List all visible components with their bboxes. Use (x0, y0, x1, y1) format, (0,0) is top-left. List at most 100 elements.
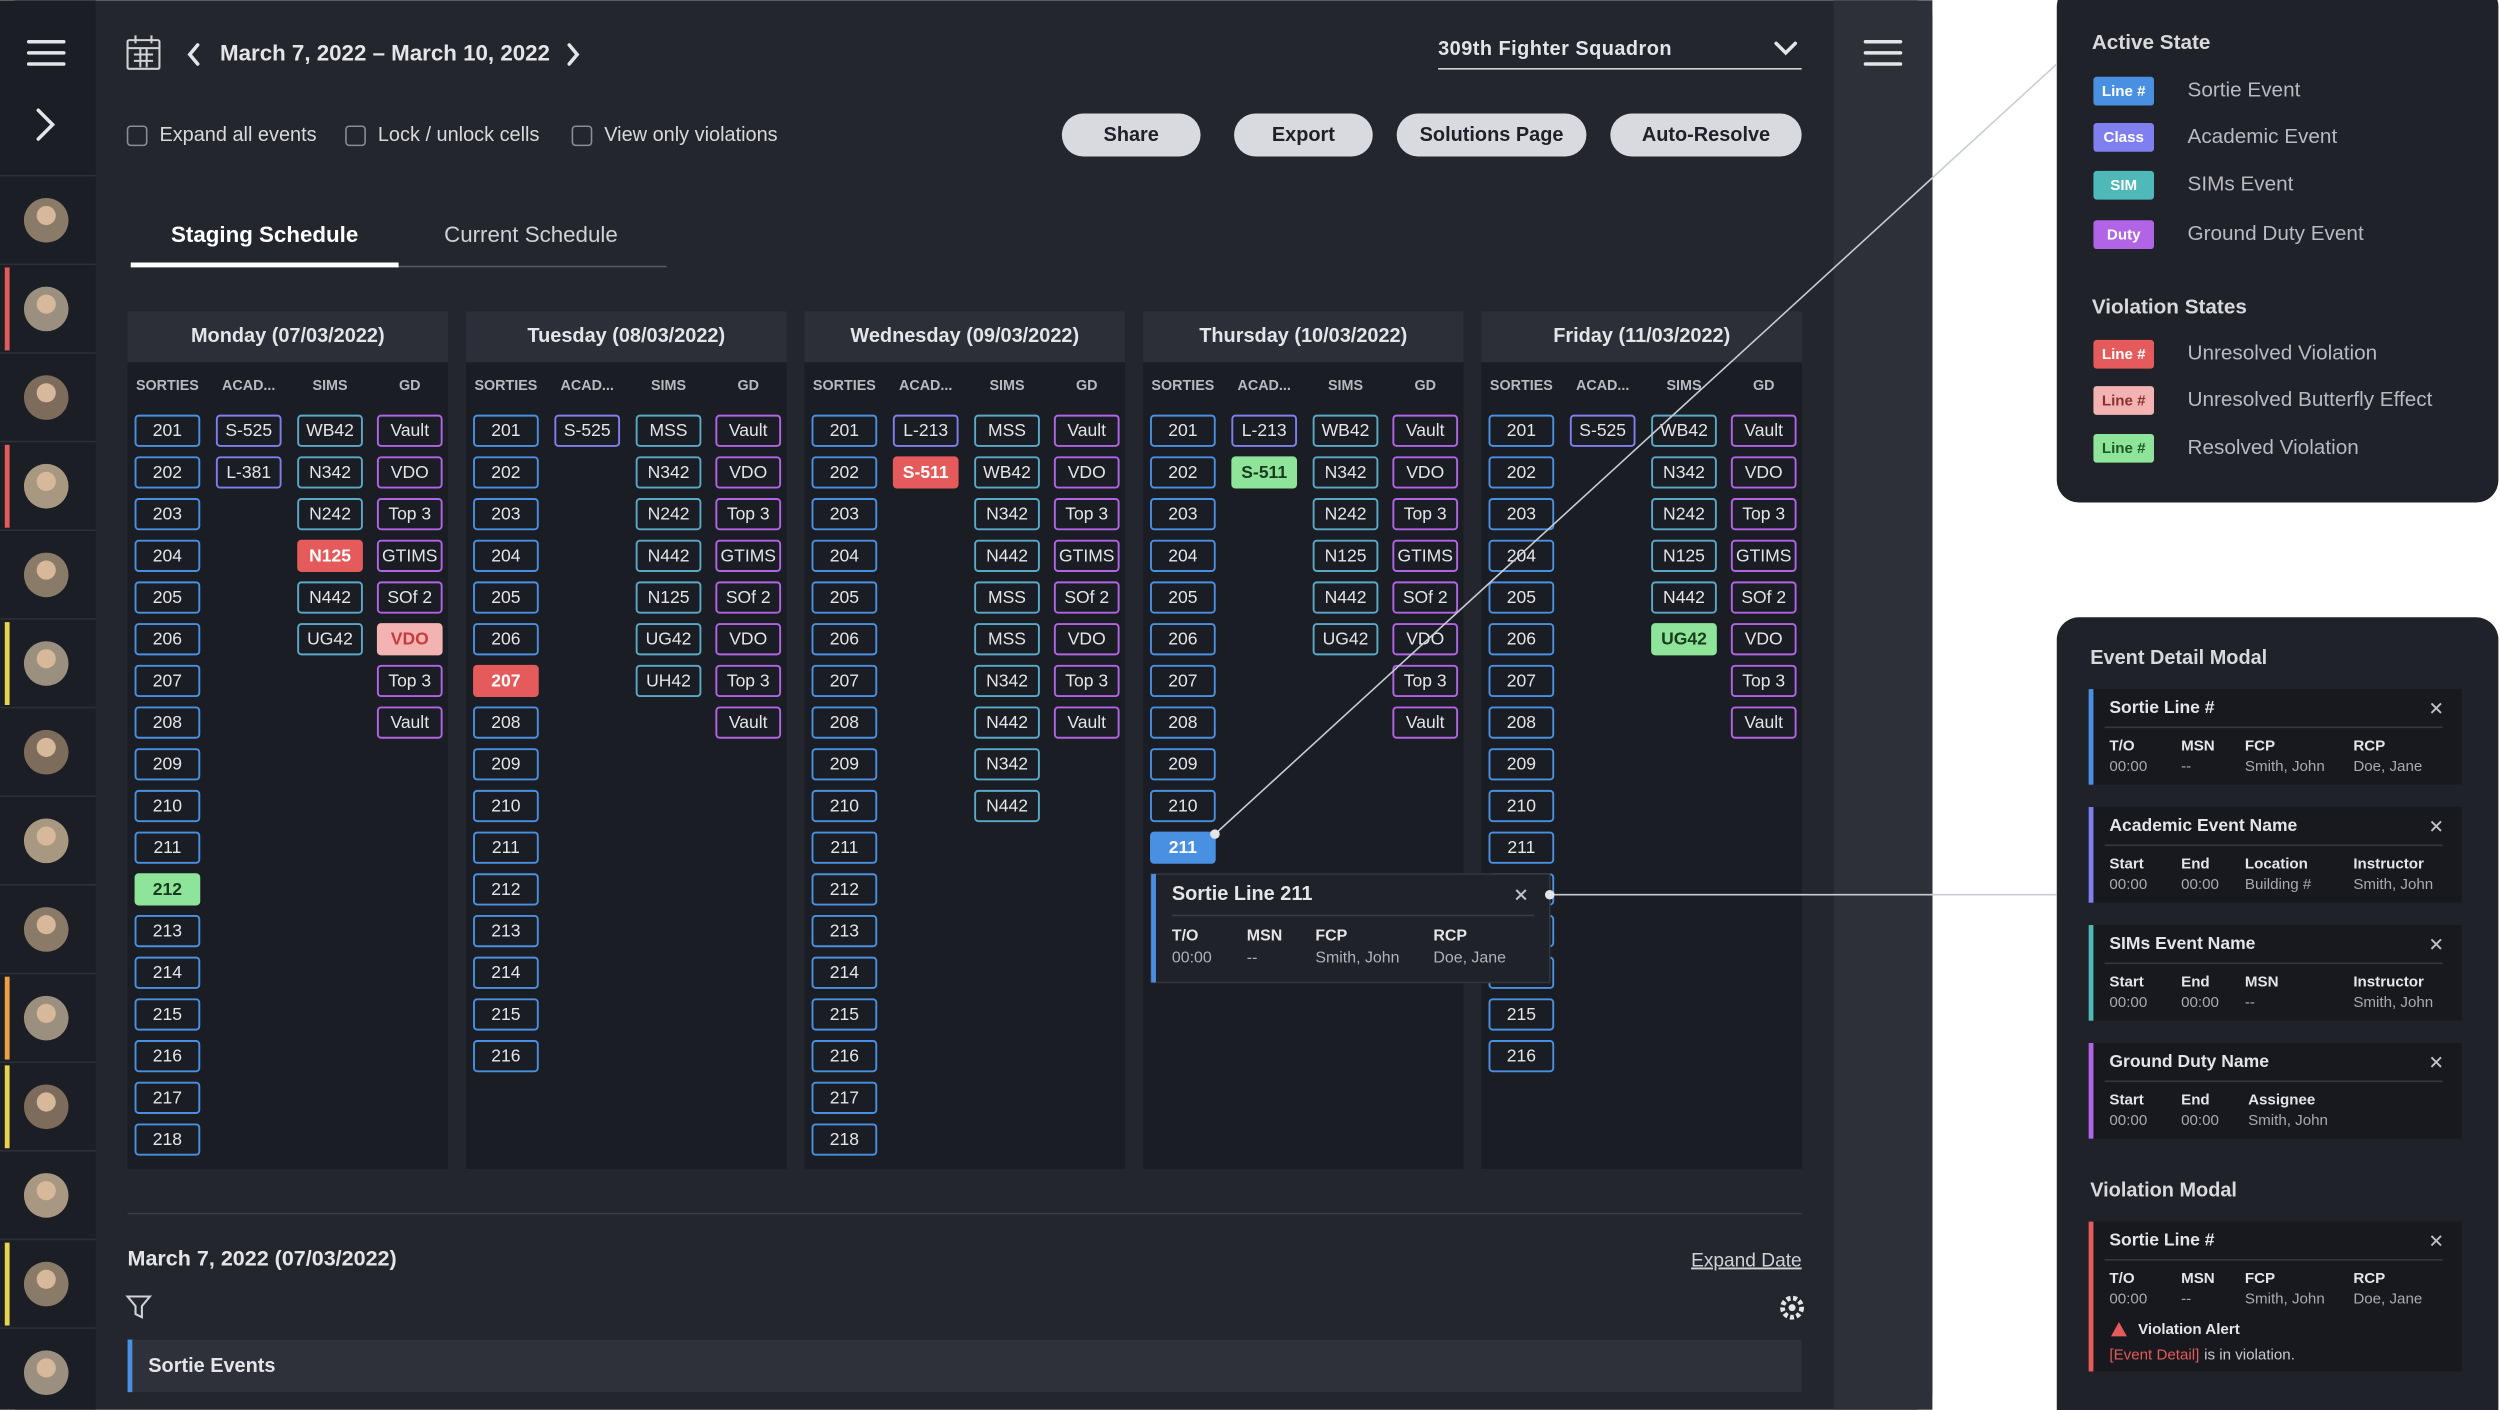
schedule-cell[interactable] (715, 414, 782, 447)
schedule-cell[interactable] (134, 414, 201, 447)
schedule-cell[interactable] (134, 748, 201, 781)
menu-icon[interactable] (1863, 39, 1903, 66)
schedule-cell[interactable] (376, 664, 443, 698)
schedule-cell[interactable] (1730, 581, 1797, 614)
schedule-cell[interactable] (134, 664, 201, 698)
schedule-cell[interactable] (1231, 456, 1298, 489)
schedule-cell[interactable] (974, 414, 1040, 447)
schedule-cell[interactable] (134, 1123, 201, 1156)
schedule-cell[interactable] (1150, 831, 1216, 864)
schedule-cell[interactable] (1488, 456, 1555, 489)
schedule-cell[interactable] (811, 498, 878, 531)
schedule-cell[interactable] (974, 498, 1040, 531)
schedule-cell[interactable] (473, 1040, 539, 1073)
button[interactable] (1396, 113, 1587, 157)
schedule-cell[interactable] (297, 623, 363, 656)
schedule-cell[interactable] (1150, 748, 1216, 781)
schedule-cell[interactable] (473, 456, 539, 489)
schedule-cell[interactable] (1150, 539, 1216, 572)
schedule-cell[interactable] (215, 414, 282, 447)
schedule-cell[interactable] (811, 539, 878, 572)
schedule-cell[interactable] (473, 789, 539, 823)
schedule-cell[interactable] (1150, 581, 1216, 614)
schedule-cell[interactable] (1730, 539, 1797, 572)
schedule-cell[interactable] (134, 956, 201, 989)
schedule-cell[interactable] (554, 414, 621, 447)
schedule-cell[interactable] (1488, 414, 1555, 447)
schedule-cell[interactable] (297, 456, 363, 489)
schedule-cell[interactable] (715, 706, 782, 739)
events-bar[interactable] (127, 1339, 1802, 1393)
schedule-cell[interactable] (974, 748, 1040, 781)
schedule-cell[interactable] (1392, 456, 1459, 489)
checkbox[interactable] (126, 125, 148, 147)
schedule-cell[interactable] (1150, 414, 1216, 447)
schedule-cell[interactable] (635, 623, 702, 656)
schedule-cell[interactable] (376, 539, 443, 572)
schedule-cell[interactable] (473, 623, 539, 656)
schedule-cell[interactable] (134, 456, 201, 489)
schedule-cell[interactable] (376, 581, 443, 614)
schedule-cell[interactable] (974, 789, 1040, 823)
schedule-cell[interactable] (473, 539, 539, 572)
schedule-cell[interactable] (1651, 414, 1717, 447)
schedule-cell[interactable] (473, 998, 539, 1031)
schedule-cell[interactable] (473, 581, 539, 614)
schedule-cell[interactable] (473, 706, 539, 739)
schedule-cell[interactable] (811, 956, 878, 989)
schedule-cell[interactable] (811, 1081, 878, 1114)
schedule-cell[interactable] (1053, 456, 1120, 489)
schedule-cell[interactable] (811, 456, 878, 489)
schedule-cell[interactable] (974, 664, 1040, 698)
schedule-cell[interactable] (134, 998, 201, 1031)
schedule-cell[interactable] (715, 623, 782, 656)
schedule-cell[interactable] (1392, 581, 1459, 614)
schedule-cell[interactable] (635, 414, 702, 447)
schedule-cell[interactable] (635, 498, 702, 531)
schedule-cell[interactable] (1651, 539, 1717, 572)
schedule-cell[interactable] (1392, 498, 1459, 531)
schedule-cell[interactable] (635, 664, 702, 698)
schedule-cell[interactable] (1392, 414, 1459, 447)
schedule-cell[interactable] (1053, 664, 1120, 698)
schedule-cell[interactable] (134, 873, 201, 906)
schedule-cell[interactable] (1488, 539, 1555, 572)
schedule-cell[interactable] (1150, 789, 1216, 823)
schedule-cell[interactable] (811, 664, 878, 698)
schedule-cell[interactable] (715, 456, 782, 489)
expand-link[interactable]: Expand Date (1691, 1250, 1802, 1271)
schedule-cell[interactable] (297, 498, 363, 531)
schedule-cell[interactable] (715, 539, 782, 572)
schedule-cell[interactable] (1730, 664, 1797, 698)
schedule-cell[interactable] (134, 789, 201, 823)
schedule-cell[interactable] (1488, 664, 1555, 698)
schedule-cell[interactable] (376, 456, 443, 489)
schedule-cell[interactable] (134, 1081, 201, 1114)
schedule-cell[interactable] (134, 706, 201, 739)
schedule-cell[interactable] (1730, 706, 1797, 739)
schedule-cell[interactable] (635, 456, 702, 489)
schedule-cell[interactable] (892, 456, 959, 489)
menu-icon[interactable] (26, 39, 66, 66)
schedule-cell[interactable] (134, 623, 201, 656)
schedule-cell[interactable] (1053, 623, 1120, 656)
schedule-cell[interactable] (811, 414, 878, 447)
schedule-cell[interactable] (1730, 498, 1797, 531)
schedule-cell[interactable] (473, 498, 539, 531)
schedule-cell[interactable] (1488, 1040, 1555, 1073)
schedule-cell[interactable] (1312, 539, 1379, 572)
schedule-cell[interactable] (1488, 748, 1555, 781)
schedule-cell[interactable] (1312, 456, 1379, 489)
schedule-cell[interactable] (1392, 664, 1459, 698)
schedule-cell[interactable] (1150, 664, 1216, 698)
schedule-cell[interactable] (1488, 706, 1555, 739)
schedule-cell[interactable] (892, 414, 959, 447)
schedule-cell[interactable] (134, 539, 201, 572)
schedule-cell[interactable] (1312, 498, 1379, 531)
schedule-cell[interactable] (1312, 623, 1379, 656)
schedule-cell[interactable] (134, 914, 201, 948)
schedule-cell[interactable] (1651, 498, 1717, 531)
button[interactable] (1061, 113, 1201, 157)
schedule-cell[interactable] (1312, 414, 1379, 447)
schedule-cell[interactable] (297, 539, 363, 572)
